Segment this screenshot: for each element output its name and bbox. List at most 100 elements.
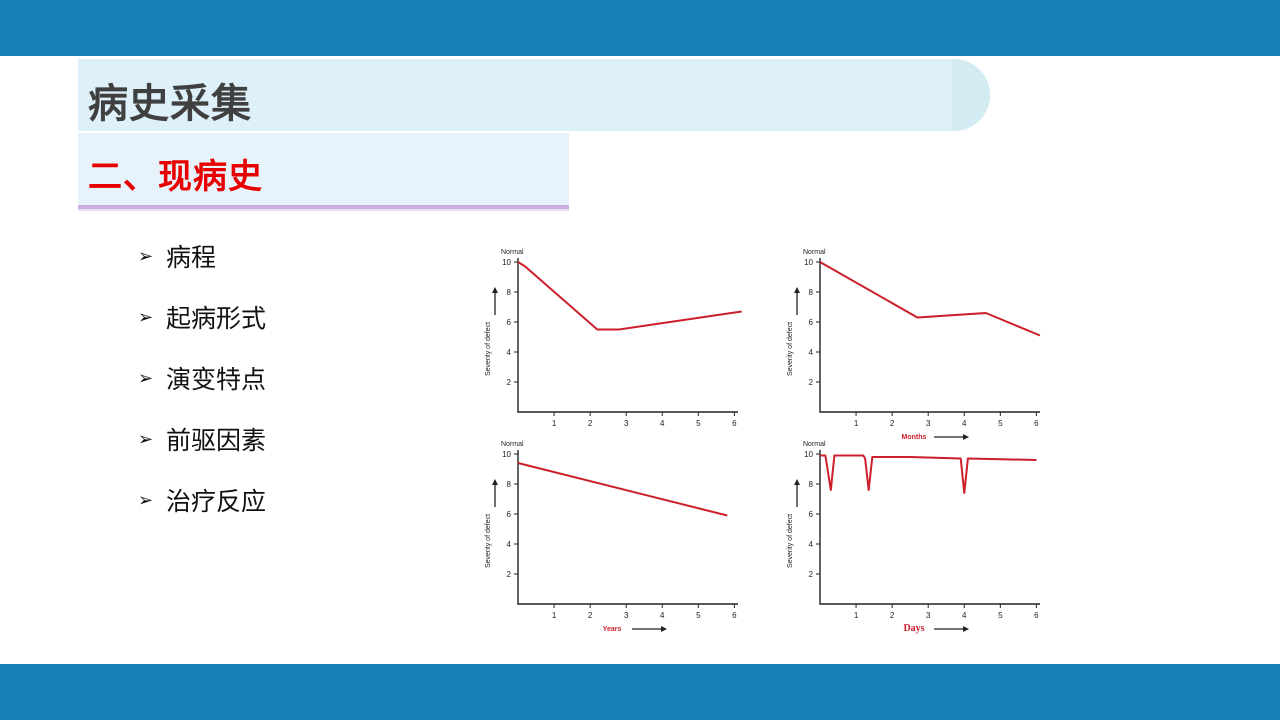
series-line — [819, 261, 1041, 337]
x-tick-label: 2 — [588, 611, 593, 620]
y-axis-title: Severity of defect — [485, 514, 492, 568]
y-tick-label: 6 — [809, 318, 814, 327]
bullet-item: ➢ 病程 — [138, 236, 266, 276]
subtitle-underline — [78, 205, 569, 209]
subtitle-underline-shadow — [78, 209, 569, 211]
title-banner: 病史采集 — [78, 59, 990, 131]
y-tick-label: 10 — [502, 258, 511, 267]
chart-top-label: Normal — [803, 441, 826, 448]
x-tick-label: 4 — [660, 419, 665, 428]
x-tick-label: 6 — [1034, 419, 1039, 428]
y-tick-label: 4 — [507, 348, 512, 357]
y-tick-label: 8 — [507, 480, 512, 489]
x-tick-label: 3 — [926, 419, 931, 428]
bullet-list: ➢ 病程 ➢ 起病形式 ➢ 演变特点 ➢ 前驱因素 ➢ 治疗反应 — [138, 236, 266, 541]
x-tick-label: 1 — [552, 419, 557, 428]
y-tick-label: 10 — [804, 258, 813, 267]
x-tick-label: 6 — [732, 611, 737, 620]
y-tick-label: 2 — [507, 378, 512, 387]
y-axis-title: Severity of defect — [787, 514, 794, 568]
x-axis-arrowhead-icon — [963, 626, 969, 632]
chart-top-label: Normal — [501, 441, 524, 448]
chart-axes — [819, 258, 1040, 413]
y-axis-title: Severity of defect — [485, 322, 492, 376]
series-line — [517, 261, 742, 331]
bullet-item: ➢ 前驱因素 — [138, 419, 266, 459]
arrow-bullet-icon: ➢ — [138, 489, 154, 511]
x-axis-arrowhead-icon — [661, 626, 667, 632]
top-band — [0, 0, 1280, 56]
y-tick-label: 6 — [507, 510, 512, 519]
y-tick-label: 4 — [507, 540, 512, 549]
bullet-text: 演变特点 — [166, 365, 267, 394]
y-tick-label: 6 — [507, 318, 512, 327]
chart-bottom-left: Normal 2 4 6 8 10 1 2 3 4 5 6 Severity of defect Year… — [470, 432, 790, 633]
y-tick-label: 2 — [809, 378, 814, 387]
chart-axes — [517, 450, 738, 605]
x-axis-title: Years — [603, 626, 622, 633]
x-tick-label: 5 — [998, 611, 1003, 620]
x-tick-label: 4 — [962, 419, 967, 428]
x-axis-title: Days — [903, 623, 924, 634]
x-tick-label: 3 — [926, 611, 931, 620]
y-tick-label: 10 — [502, 450, 511, 459]
bottom-band — [0, 664, 1280, 720]
y-axis-title: Severity of defect — [787, 322, 794, 376]
subtitle-banner: 二、现病史 — [78, 133, 569, 205]
chart-top-label: Normal — [803, 249, 826, 256]
y-axis-arrowhead-icon — [492, 479, 498, 485]
x-tick-label: 5 — [696, 419, 701, 428]
series-line — [517, 462, 728, 517]
x-tick-label: 3 — [624, 611, 629, 620]
bullet-item: ➢ 演变特点 — [138, 358, 266, 398]
chart-top-right: Normal 2 4 6 8 10 1 2 3 4 5 6 Severity of defect Mont… — [772, 240, 1092, 441]
bullet-text: 治疗反应 — [166, 487, 267, 516]
chart-axes — [517, 258, 738, 413]
slide-subtitle: 二、现病史 — [88, 157, 263, 197]
chart-bottom-right: Normal 2 4 6 8 10 1 2 3 4 5 6 Severity of defect Days — [772, 432, 1092, 634]
title-banner-curve — [952, 59, 990, 131]
y-tick-label: 10 — [804, 450, 813, 459]
y-tick-label: 8 — [809, 288, 814, 297]
y-axis-arrowhead-icon — [794, 287, 800, 293]
x-tick-label: 1 — [854, 611, 859, 620]
x-tick-label: 2 — [890, 419, 895, 428]
bullet-text: 前驱因素 — [166, 426, 267, 455]
y-tick-label: 2 — [809, 570, 814, 579]
y-tick-label: 4 — [809, 540, 814, 549]
x-tick-label: 2 — [890, 611, 895, 620]
x-tick-label: 4 — [660, 611, 665, 620]
x-axis-arrowhead-icon — [963, 434, 969, 440]
x-tick-label: 1 — [552, 611, 557, 620]
y-tick-label: 8 — [809, 480, 814, 489]
y-tick-label: 4 — [809, 348, 814, 357]
x-tick-label: 6 — [732, 419, 737, 428]
bullet-item: ➢ 起病形式 — [138, 297, 266, 337]
chart-top-left: Normal 2 4 6 8 10 1 2 3 4 5 6 Severity of defect — [470, 240, 790, 440]
arrow-bullet-icon: ➢ — [138, 245, 154, 267]
bullet-text: 病程 — [166, 243, 217, 272]
x-tick-label: 4 — [962, 611, 967, 620]
chart-top-label: Normal — [501, 249, 524, 256]
series-line — [820, 454, 1037, 494]
x-tick-label: 6 — [1034, 611, 1039, 620]
x-tick-label: 3 — [624, 419, 629, 428]
slide-title: 病史采集 — [88, 81, 252, 127]
y-tick-label: 8 — [507, 288, 512, 297]
bullet-item: ➢ 治疗反应 — [138, 480, 266, 520]
x-tick-label: 5 — [998, 419, 1003, 428]
y-axis-arrowhead-icon — [794, 479, 800, 485]
y-axis-arrowhead-icon — [492, 287, 498, 293]
y-tick-label: 2 — [507, 570, 512, 579]
bullet-text: 起病形式 — [166, 304, 267, 333]
x-tick-label: 1 — [854, 419, 859, 428]
y-tick-label: 6 — [809, 510, 814, 519]
x-tick-label: 5 — [696, 611, 701, 620]
x-tick-label: 2 — [588, 419, 593, 428]
arrow-bullet-icon: ➢ — [138, 306, 154, 328]
arrow-bullet-icon: ➢ — [138, 367, 154, 389]
